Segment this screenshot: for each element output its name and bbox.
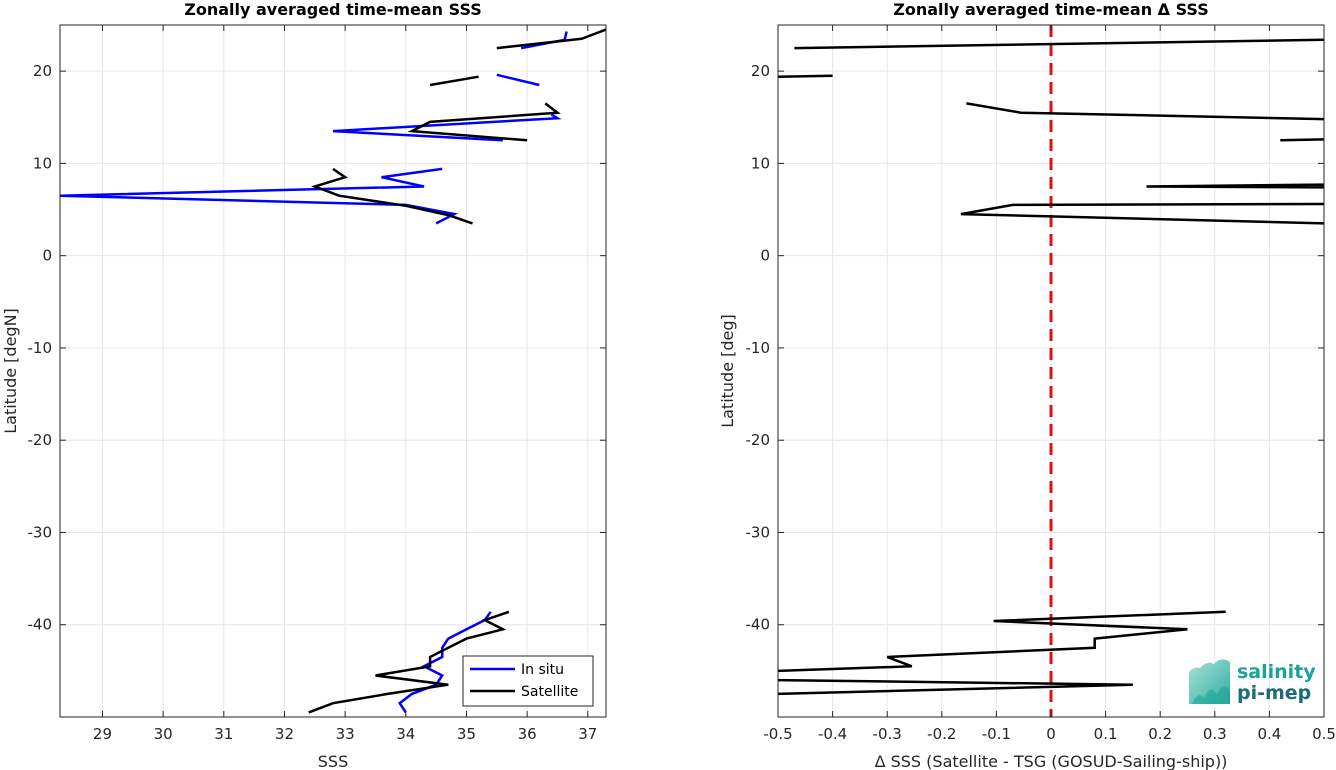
series-line-in-situ [60,167,459,225]
series-line-satellite [310,167,473,225]
x-tick-label: -0.5 [763,725,792,743]
series-line-delta [778,74,833,78]
y-tick-label: -30 [746,523,771,541]
grid [60,25,606,717]
x-tick-label: 32 [275,725,294,743]
chart-title: Zonally averaged time-mean SSS [184,0,482,19]
legend: In situ Satellite [462,655,594,707]
series-line-delta [1280,138,1324,142]
x-tick-label: 0.1 [1094,725,1118,743]
y-tick-label: 20 [33,62,52,80]
series-line-satellite [308,610,510,714]
x-axis-label: Δ SSS (Satellite - TSG (GOSUD-Sailing-sh… [875,752,1228,770]
legend-label-satellite: Satellite [521,684,578,700]
y-tick-label: -10 [746,339,771,357]
series-line-satellite [429,75,479,87]
x-tick-label: 31 [214,725,233,743]
data-lines [778,38,1324,696]
y-tick-label: -40 [28,616,53,634]
salinity-pi-mep-logo: salinity pi-mep [1189,659,1316,704]
series-line-delta [966,102,1324,121]
sss-panel: 29 30 31 32 33 34 35 36 37 20 10 0 -10 -20 -30 -40 Zona… [1,0,607,770]
x-tick-label: 0 [1046,725,1056,743]
y-tick-label: 10 [751,154,770,172]
ticks: 29 30 31 32 33 34 35 36 37 20 10 0 -10 -20 -30 -40 [28,25,606,743]
y-axis-label: Latitude [degN] [1,308,20,434]
series-line-delta [794,38,1324,50]
x-tick-label: 0.5 [1312,725,1336,743]
x-axis-label: SSS [318,752,348,770]
x-tick-label: -0.1 [982,725,1011,743]
data-lines [60,28,606,714]
x-tick-label: 30 [154,725,173,743]
series-line-in-situ [398,611,492,714]
plot-area [60,25,606,717]
y-tick-label: 20 [751,62,770,80]
x-tick-label: -0.3 [873,725,902,743]
y-tick-label: -30 [28,523,53,541]
series-line-satellite [407,102,561,142]
series-line-delta [960,202,1324,225]
y-tick-label: -10 [28,339,53,357]
x-tick-label: 29 [93,725,112,743]
x-tick-label: 35 [457,725,476,743]
y-tick-label: -20 [746,431,771,449]
series-line-satellite [496,28,606,50]
y-tick-label: 10 [33,154,52,172]
y-tick-label: 0 [42,247,52,265]
y-tick-label: 0 [760,247,770,265]
x-tick-label: 0.2 [1148,725,1172,743]
series-line-in-situ [332,113,562,142]
legend-label-in-situ: In situ [521,662,564,678]
x-tick-label: 0.4 [1257,725,1281,743]
y-tick-label: -40 [746,616,771,634]
x-tick-label: 34 [396,725,415,743]
logo-text-salinity: salinity [1237,661,1316,683]
x-tick-label: -0.4 [818,725,847,743]
logo-wave-icon [1192,686,1230,704]
y-axis-label: Latitude [deg] [718,314,737,428]
series-line-delta [1146,183,1324,189]
y-tick-label: -20 [28,431,53,449]
axes-box [59,24,607,718]
chart-title: Zonally averaged time-mean Δ SSS [893,0,1209,19]
x-tick-label: 36 [518,725,537,743]
logo-text-pi-mep: pi-mep [1237,682,1311,704]
series-line-delta [778,678,1133,696]
x-tick-label: 33 [336,725,355,743]
x-tick-label: 0.3 [1203,725,1227,743]
series-line-in-situ [496,73,540,87]
ticks: -0.5 -0.4 -0.3 -0.2 -0.1 0 0.1 0.2 0.3 0.4 0.5 20 10… [746,25,1336,743]
legend-box [462,655,594,707]
series-line-delta [778,610,1226,673]
x-tick-label: 37 [578,725,597,743]
delta-sss-panel: -0.5 -0.4 -0.3 -0.2 -0.1 0 0.1 0.2 0.3 0.4 0.5 20 10… [718,0,1336,770]
x-tick-label: -0.2 [927,725,956,743]
